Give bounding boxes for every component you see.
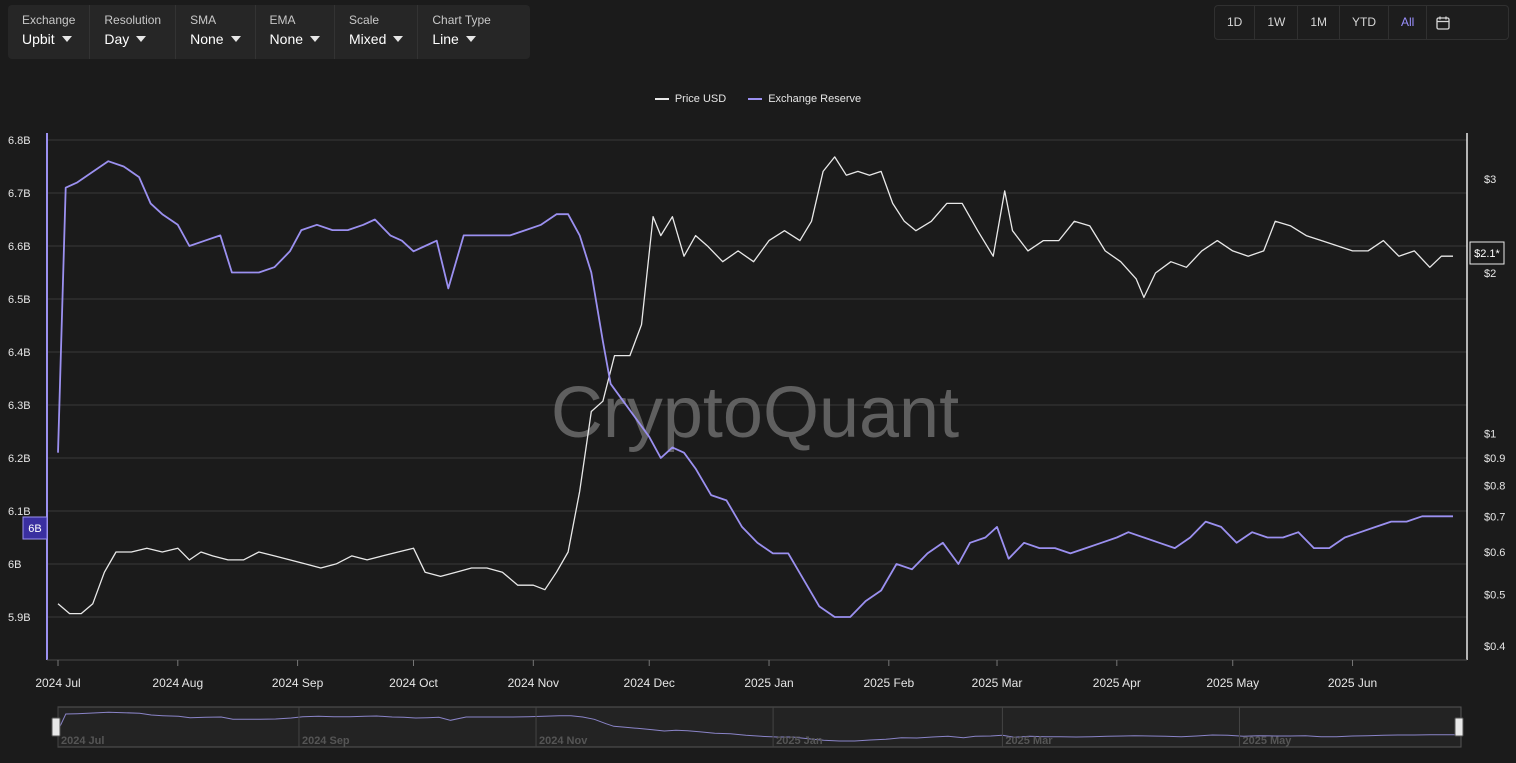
y-left-tick-label: 6.7B [8, 188, 31, 200]
scale-value: Mixed [349, 31, 387, 47]
legend-swatch-price [654, 98, 669, 100]
x-tick-label: 2025 Feb [863, 676, 914, 690]
range-1w-button[interactable]: 1W [1255, 6, 1299, 39]
y-right-tick-label: $3 [1484, 174, 1496, 186]
y-right-tick-label: $0.5 [1484, 589, 1505, 601]
sma-dropdown[interactable]: SMA None [176, 5, 256, 59]
scale-label: Scale [349, 13, 380, 27]
x-tick-label: 2024 Jul [35, 676, 80, 690]
x-tick-label: 2025 Apr [1093, 676, 1141, 690]
navigator-label: 2025 Jan [776, 735, 823, 747]
scale-dropdown[interactable]: Scale Mixed [335, 5, 419, 59]
navigator-label: 2024 Sep [302, 735, 350, 747]
y-left-tick-label: 6.2B [8, 453, 31, 465]
navigator-label: 2024 Jul [61, 735, 104, 747]
chevron-down-icon [310, 36, 321, 42]
sma-value: None [190, 31, 224, 47]
current-value-flag-right [1469, 241, 1505, 265]
x-tick-label: 2025 Mar [972, 676, 1023, 690]
x-tick-label: 2025 Jun [1328, 676, 1377, 690]
range-1m-button[interactable]: 1M [1298, 6, 1341, 39]
y-right-tick-label: $0.8 [1484, 480, 1505, 492]
grid [47, 139, 1467, 618]
x-tick-label: 2024 Oct [389, 676, 438, 690]
chart-type-dropdown[interactable]: Chart Type Line [418, 5, 504, 59]
legend-label-price: Price USD [674, 93, 727, 105]
range-all-button[interactable]: All [1389, 6, 1428, 39]
x-tick-label: 2025 May [1206, 676, 1259, 690]
navigator: 2024 Jul 2024 Sep 2024 Nov 2025 Jan 2025 Mar… [51, 706, 1464, 748]
range-selector: 1D 1W 1M YTD All [1214, 5, 1509, 40]
y-left-tick-label: 5.9B [8, 612, 31, 624]
legend-swatch-reserve [748, 98, 763, 100]
y-left-tick-label: 6.8B [8, 135, 31, 147]
y-right-tick-label: $2 [1484, 268, 1496, 280]
watermark-logo: CryptoQuant [551, 373, 959, 453]
navigator-line [57, 711, 1461, 742]
legend-label-reserve: Exchange Reserve [768, 93, 862, 105]
resolution-value: Day [104, 31, 130, 47]
navigator-label: 2025 Mar [1005, 735, 1053, 747]
x-tick-label: 2025 Jan [744, 676, 793, 690]
current-value-right: $2.1* [1474, 248, 1500, 260]
navigator-label: 2024 Nov [539, 735, 588, 747]
navigator-handle-right[interactable] [1454, 717, 1464, 737]
y-left-tick-label: 6B [8, 559, 21, 571]
y-left-tick-label: 6.4B [8, 347, 31, 359]
range-1d-button[interactable]: 1D [1215, 6, 1256, 39]
exchange-value: Upbit [22, 31, 55, 47]
chevron-down-icon [136, 36, 147, 42]
series-line-price [57, 156, 1453, 615]
chart-legend: Price USD Exchange Reserve [0, 93, 1516, 105]
range-ytd-button[interactable]: YTD [1340, 6, 1390, 39]
navigator-frame [57, 706, 1462, 748]
exchange-label: Exchange [22, 13, 76, 27]
current-value-flag-left [22, 516, 48, 540]
current-value-left: 6B [28, 523, 41, 535]
chevron-down-icon [61, 36, 72, 42]
resolution-dropdown[interactable]: Resolution Day [90, 5, 177, 59]
ema-value: None [269, 31, 304, 47]
ema-dropdown[interactable]: EMA None [256, 5, 336, 59]
navigator-label: 2025 May [1242, 735, 1292, 747]
exchange-dropdown[interactable]: Exchange Upbit [8, 5, 91, 59]
chart-type-value: Line [432, 31, 459, 47]
navigator-handle-left[interactable] [51, 717, 61, 737]
y-right-tick-label: $0.9 [1484, 453, 1505, 465]
resolution-label: Resolution [104, 13, 162, 27]
x-tick-label: 2024 Aug [152, 676, 203, 690]
legend-item-price[interactable]: Price USD [654, 93, 727, 105]
sma-label: SMA [190, 13, 217, 27]
calendar-button[interactable] [1427, 6, 1459, 39]
chevron-down-icon [465, 36, 476, 42]
y-right-tick-label: $1 [1484, 429, 1496, 441]
chevron-down-icon [393, 36, 404, 42]
calendar-icon [1436, 16, 1451, 30]
chart-toolbar: Exchange Upbit Resolution Day SMA None E… [8, 5, 530, 59]
y-left-tick-label: 6.1B [8, 506, 31, 518]
x-tick-label: 2024 Dec [624, 676, 675, 690]
x-tick-label: 2024 Nov [508, 676, 559, 690]
chevron-down-icon [230, 36, 241, 42]
y-right-tick-label: $0.7 [1484, 511, 1505, 523]
legend-item-reserve[interactable]: Exchange Reserve [748, 93, 861, 105]
chart-type-label: Chart Type [432, 13, 491, 27]
y-left-tick-label: 6.5B [8, 294, 31, 306]
y-right-tick-label: $0.6 [1484, 547, 1505, 559]
y-left-tick-label: 6.3B [8, 400, 31, 412]
y-right-tick-label: $0.4 [1484, 641, 1505, 653]
x-tick-label: 2024 Sep [272, 676, 324, 690]
y-left-tick-label: 6.6B [8, 241, 31, 253]
series-line-reserve [57, 160, 1453, 618]
ema-label: EMA [269, 13, 296, 27]
